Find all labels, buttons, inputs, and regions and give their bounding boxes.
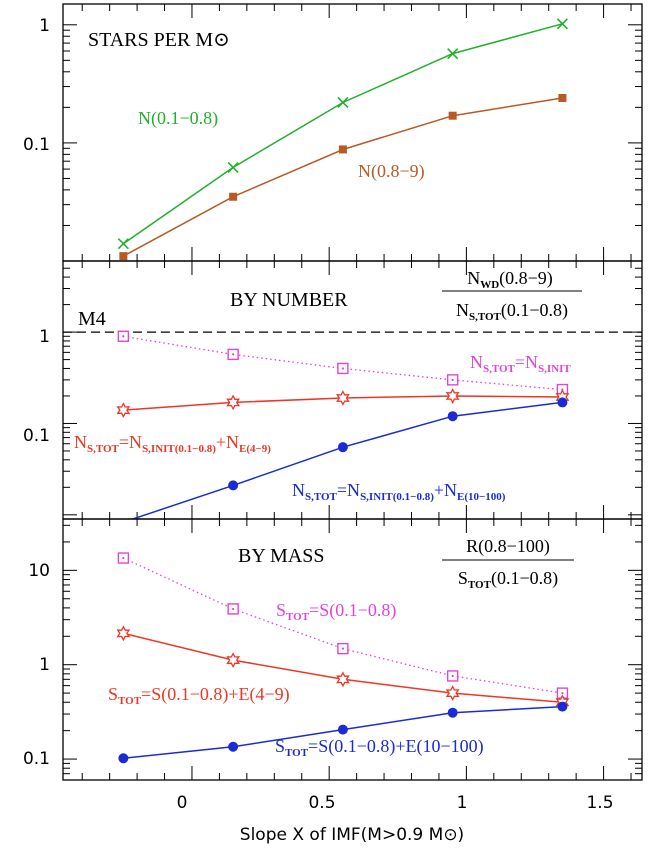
reference-label-m4: M4	[78, 308, 106, 330]
data-point-circle	[118, 753, 129, 764]
data-point-center-dot	[122, 335, 125, 338]
panel-3-marks	[62, 518, 643, 781]
data-point-x	[447, 48, 459, 60]
panel-3-ratio-label: R(0.8−100) STOT(0.1−0.8)	[442, 536, 574, 591]
data-point-star	[445, 685, 460, 702]
plot-frame	[62, 518, 643, 781]
series-label-n-01-08: N(0.1−0.8)	[138, 108, 218, 129]
y-tick-label: 10	[28, 561, 50, 581]
series-label-n-init-e10-100: NS,TOT=NS,INIT(0.1−0.8)+NE(10−100)	[292, 480, 506, 503]
data-point-star	[116, 625, 131, 642]
x-axis-label: Slope X of IMF(M>0.9 M⊙)	[240, 825, 464, 845]
panel-3-ratio-numerator: R(0.8−100)	[466, 536, 550, 557]
series-label-s-tot: STOT=S(0.1−0.8)	[276, 600, 396, 623]
series-line	[123, 557, 563, 694]
panel-2-ratio-label: NWD(0.8−9) NS,TOT(0.1−0.8)	[442, 268, 582, 323]
data-point-square	[448, 111, 457, 120]
data-point-circle	[557, 701, 568, 712]
panel-1-title: STARS PER M⊙	[88, 29, 230, 51]
panel-2-ratio-denominator: NS,TOT(0.1−0.8)	[456, 300, 568, 323]
data-point-center-dot	[232, 607, 235, 611]
data-point-circle	[447, 707, 458, 718]
data-point-circle	[228, 480, 239, 491]
x-tick-label: 0	[177, 793, 188, 813]
series-label-n-08-9: N(0.8−9)	[358, 161, 425, 182]
data-point-star	[116, 402, 131, 418]
data-point-x	[556, 18, 568, 30]
y-tick-label: 1	[39, 327, 50, 347]
series-label-s-tot-e10-100: STOT=S(0.1−0.8)+E(10−100)	[275, 736, 484, 759]
panel-stars-per-mass: STARS PER M⊙ N(0.1−0.8) N(0.8−9) 1 0.1	[23, 3, 643, 262]
data-point-center-dot	[451, 674, 454, 678]
series-line	[130, 401, 563, 519]
data-point-circle	[557, 397, 568, 408]
series-label-s-tot-e4-9: STOT=S(0.1−0.8)+E(4−9)	[108, 684, 290, 707]
panel-by-mass: BY MASS R(0.8−100) STOT(0.1−0.8) STOT=S(…	[23, 518, 643, 845]
data-point-x	[337, 96, 349, 109]
data-point-circle	[228, 741, 239, 752]
y-tick-label: 1	[39, 655, 50, 675]
data-point-center-dot	[341, 647, 344, 650]
data-point-star	[226, 394, 241, 411]
panel-2-ratio-numerator: NWD(0.8−9)	[467, 268, 553, 291]
data-point-x	[117, 238, 129, 250]
data-point-center-dot	[451, 378, 454, 381]
data-point-square	[229, 192, 238, 201]
panel-3-ratio-denominator: STOT(0.1−0.8)	[458, 568, 558, 591]
data-point-circle	[337, 724, 348, 735]
panel-by-number: BY NUMBER NWD(0.8−9) NS,TOT(0.1−0.8) M4 …	[23, 260, 643, 520]
data-point-center-dot	[561, 692, 564, 695]
data-point-star	[445, 388, 460, 404]
x-tick-label: 1.5	[586, 793, 613, 813]
data-point-center-dot	[341, 367, 344, 370]
panel-2-title: BY NUMBER	[230, 289, 348, 311]
data-point-circle	[447, 411, 458, 422]
data-point-center-dot	[122, 556, 125, 560]
data-point-star	[336, 671, 350, 688]
data-point-star	[336, 390, 350, 406]
data-point-x	[227, 161, 239, 173]
data-point-square	[119, 252, 128, 261]
x-tick-label: 0.5	[308, 793, 335, 813]
panel-3-title: BY MASS	[238, 545, 325, 567]
data-point-star	[226, 652, 241, 668]
data-point-circle	[337, 442, 348, 453]
y-tick-label: 1	[39, 16, 50, 36]
panel-1-title-text: STARS PER M⊙	[88, 29, 230, 51]
y-tick-label: 0.1	[23, 426, 50, 446]
series-label-n-init: NS,TOT=NS,INIT	[470, 352, 571, 375]
y-tick-label: 0.1	[23, 135, 50, 155]
series-label-n-init-e4-9: NS,TOT=NS,INIT(0.1−0.8)+NE(4−9)	[74, 432, 271, 455]
data-point-square	[558, 93, 567, 102]
data-point-center-dot	[232, 353, 235, 356]
data-point-square	[338, 145, 347, 154]
x-tick-label: 1	[457, 793, 468, 813]
y-tick-label: 0.1	[23, 749, 50, 769]
series-line	[122, 23, 563, 245]
